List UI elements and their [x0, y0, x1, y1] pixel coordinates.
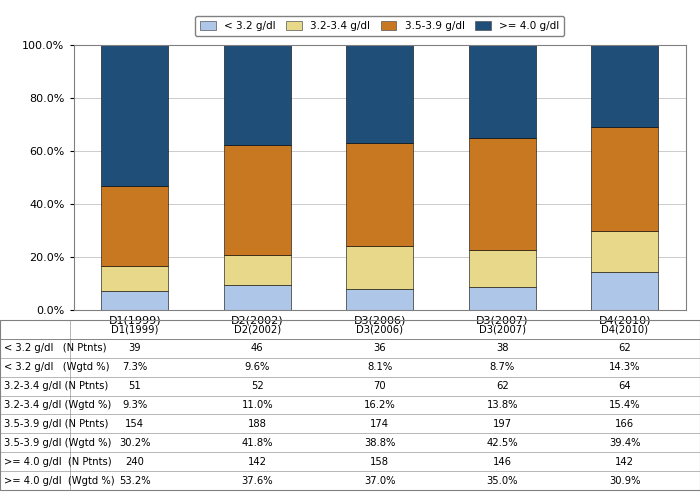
Bar: [591, 272, 659, 310]
Bar: [468, 287, 536, 310]
Text: 42.5%: 42.5%: [486, 438, 518, 448]
Text: 188: 188: [248, 419, 267, 429]
Bar: [101, 45, 169, 186]
Text: 7.3%: 7.3%: [122, 362, 148, 372]
Text: 39: 39: [128, 344, 141, 353]
Text: 13.8%: 13.8%: [486, 400, 518, 410]
Text: 174: 174: [370, 419, 389, 429]
Text: 36: 36: [373, 344, 386, 353]
Text: 30.2%: 30.2%: [119, 438, 150, 448]
Bar: [223, 256, 291, 284]
Text: D4(2010): D4(2010): [601, 324, 648, 334]
Bar: [346, 288, 414, 310]
Text: 37.0%: 37.0%: [364, 476, 395, 486]
Text: 9.3%: 9.3%: [122, 400, 148, 410]
Bar: [101, 266, 169, 290]
Text: 146: 146: [493, 456, 512, 466]
Text: < 3.2 g/dl   (N Ptnts): < 3.2 g/dl (N Ptnts): [4, 344, 106, 353]
Text: 11.0%: 11.0%: [241, 400, 273, 410]
Text: >= 4.0 g/dl  (Wgtd %): >= 4.0 g/dl (Wgtd %): [4, 476, 114, 486]
Bar: [101, 186, 169, 266]
Bar: [591, 45, 659, 127]
Text: 70: 70: [373, 381, 386, 391]
Text: D3(2006): D3(2006): [356, 324, 403, 334]
Text: 8.1%: 8.1%: [367, 362, 393, 372]
Text: 16.2%: 16.2%: [364, 400, 395, 410]
Text: 142: 142: [248, 456, 267, 466]
Bar: [223, 45, 291, 144]
Bar: [101, 290, 169, 310]
Bar: [346, 246, 414, 288]
Text: 51: 51: [128, 381, 141, 391]
Text: 39.4%: 39.4%: [609, 438, 640, 448]
Text: 142: 142: [615, 456, 634, 466]
Text: 62: 62: [618, 344, 631, 353]
Text: 8.7%: 8.7%: [489, 362, 515, 372]
Text: D3(2007): D3(2007): [479, 324, 526, 334]
Text: 15.4%: 15.4%: [609, 400, 640, 410]
Text: 46: 46: [251, 344, 264, 353]
Text: 154: 154: [125, 419, 144, 429]
Text: 3.2-3.4 g/dl (Wgtd %): 3.2-3.4 g/dl (Wgtd %): [4, 400, 111, 410]
Text: 53.2%: 53.2%: [119, 476, 150, 486]
Text: 62: 62: [496, 381, 509, 391]
Bar: [468, 138, 536, 250]
Text: 30.9%: 30.9%: [609, 476, 640, 486]
Text: 9.6%: 9.6%: [244, 362, 270, 372]
Text: < 3.2 g/dl   (Wgtd %): < 3.2 g/dl (Wgtd %): [4, 362, 109, 372]
Text: 240: 240: [125, 456, 144, 466]
Text: 38.8%: 38.8%: [364, 438, 395, 448]
Bar: [468, 250, 536, 287]
Legend: < 3.2 g/dl, 3.2-3.4 g/dl, 3.5-3.9 g/dl, >= 4.0 g/dl: < 3.2 g/dl, 3.2-3.4 g/dl, 3.5-3.9 g/dl, …: [195, 16, 564, 36]
Text: 166: 166: [615, 419, 634, 429]
Text: D1(1999): D1(1999): [111, 324, 158, 334]
Bar: [591, 127, 659, 232]
Text: 41.8%: 41.8%: [241, 438, 273, 448]
Bar: [468, 45, 536, 138]
Text: 3.5-3.9 g/dl (Wgtd %): 3.5-3.9 g/dl (Wgtd %): [4, 438, 111, 448]
Bar: [223, 284, 291, 310]
Text: 197: 197: [493, 419, 512, 429]
Text: 158: 158: [370, 456, 389, 466]
Bar: [591, 232, 659, 272]
Text: 52: 52: [251, 381, 264, 391]
Text: 64: 64: [618, 381, 631, 391]
Text: >= 4.0 g/dl  (N Ptnts): >= 4.0 g/dl (N Ptnts): [4, 456, 111, 466]
Text: 35.0%: 35.0%: [486, 476, 518, 486]
Text: 38: 38: [496, 344, 508, 353]
Bar: [223, 144, 291, 256]
Text: D2(2002): D2(2002): [234, 324, 281, 334]
Text: 14.3%: 14.3%: [609, 362, 640, 372]
Bar: [346, 44, 414, 143]
Text: 37.6%: 37.6%: [241, 476, 273, 486]
Text: 3.5-3.9 g/dl (N Ptnts): 3.5-3.9 g/dl (N Ptnts): [4, 419, 108, 429]
Bar: [346, 143, 414, 246]
Text: 3.2-3.4 g/dl (N Ptnts): 3.2-3.4 g/dl (N Ptnts): [4, 381, 108, 391]
